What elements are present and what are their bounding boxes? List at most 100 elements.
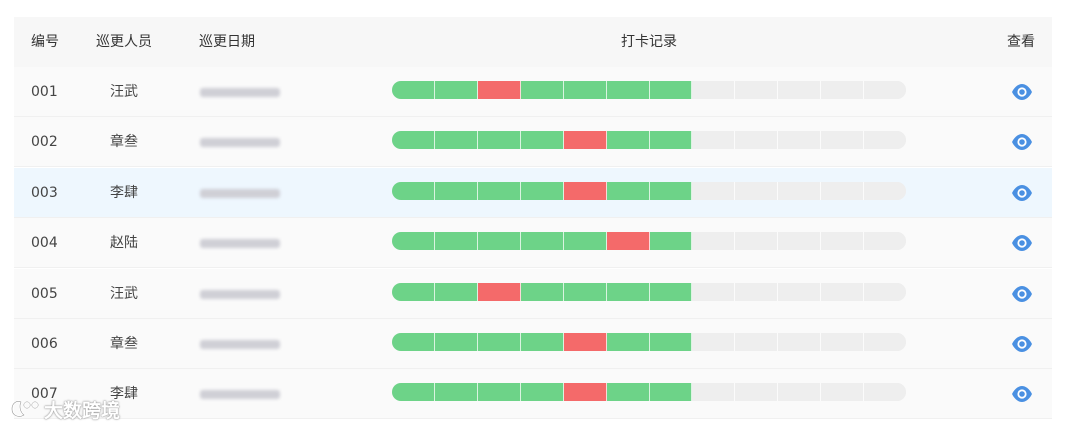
checkin-pending-segment [864,333,906,351]
row-date-redacted [200,88,280,97]
watermark-text: 大数跨境 [44,399,121,422]
checkin-ok-segment [520,282,564,301]
eye-icon[interactable] [1010,182,1034,204]
checkin-pending-segment [778,282,822,301]
checkin-missed-segment [477,282,521,301]
table-row[interactable]: 003 李肆 [14,167,1052,218]
checkin-record-bar [392,383,906,402]
checkin-ok-segment [649,181,693,200]
checkin-pending-segment [735,333,779,351]
row-no: 001 [31,84,58,100]
checkin-pending-segment [864,81,906,99]
row-staff: 章叁 [110,134,138,151]
checkin-ok-segment [520,232,564,251]
checkin-ok-segment [520,383,564,402]
checkin-pending-segment [692,232,736,251]
row-staff: 李肆 [110,184,138,201]
checkin-pending-segment [778,131,822,150]
eye-icon[interactable] [1010,232,1034,254]
table-row[interactable]: 005 汪武 [14,268,1052,319]
checkin-pending-segment [692,383,736,402]
row-date-redacted [200,340,280,349]
header-date: 巡更日期 [199,34,255,50]
checkin-ok-segment [434,333,478,351]
table-row[interactable]: 002 章叁 [14,117,1052,168]
checkin-pending-segment [692,282,736,301]
checkin-ok-segment [434,131,478,150]
checkin-pending-segment [692,131,736,150]
table-row[interactable]: 001 汪武 [14,67,1052,117]
checkin-ok-segment [606,181,650,200]
checkin-missed-segment [606,232,650,251]
checkin-ok-segment [606,383,650,402]
row-staff: 汪武 [110,285,138,302]
checkin-ok-segment [649,333,693,351]
checkin-ok-segment [392,282,435,301]
row-no: 007 [31,386,58,403]
checkin-record-bar [392,282,906,301]
table-row[interactable]: 004 赵陆 [14,218,1052,269]
checkin-pending-segment [735,181,779,200]
checkin-ok-segment [434,383,478,402]
checkin-ok-segment [434,282,478,301]
checkin-pending-segment [735,282,779,301]
checkin-ok-segment [649,383,693,402]
row-date-redacted [200,239,280,249]
checkin-ok-segment [392,232,435,251]
checkin-pending-segment [735,383,779,402]
table-header: 编号 巡更人员 巡更日期 打卡记录 查看 [14,17,1052,67]
row-date-redacted [200,289,280,299]
checkin-pending-segment [735,232,779,251]
checkin-record-bar [392,131,906,150]
checkin-record-bar [392,181,906,200]
eye-icon[interactable] [1010,81,1034,103]
checkin-ok-segment [392,333,435,351]
checkin-pending-segment [821,333,865,351]
table-row[interactable]: 006 章叁 [14,319,1052,369]
row-staff: 汪武 [110,84,138,100]
checkin-ok-segment [477,232,521,251]
checkin-ok-segment [477,333,521,351]
checkin-ok-segment [392,81,435,99]
checkin-ok-segment [606,81,650,99]
row-date-redacted [200,390,280,400]
eye-icon[interactable] [1010,283,1034,305]
checkin-ok-segment [649,81,693,99]
checkin-ok-segment [563,282,607,301]
checkin-ok-segment [520,181,564,200]
eye-icon[interactable] [1010,131,1034,153]
eye-icon[interactable] [1010,383,1034,405]
checkin-record-bar [392,232,906,251]
checkin-ok-segment [477,181,521,200]
checkin-pending-segment [778,383,822,402]
checkin-ok-segment [434,181,478,200]
checkin-pending-segment [821,131,865,150]
checkin-missed-segment [563,181,607,200]
checkin-pending-segment [864,383,906,402]
header-no: 编号 [31,34,59,50]
checkin-ok-segment [392,131,435,150]
checkin-pending-segment [735,81,779,99]
row-no: 005 [31,285,58,302]
checkin-pending-segment [692,81,736,99]
checkin-ok-segment [563,81,607,99]
patrol-table: 编号 巡更人员 巡更日期 打卡记录 查看 001 汪武 002 章叁 003 李肆 004 赵… [14,17,1052,429]
row-no: 002 [31,134,58,151]
checkin-ok-segment [649,232,693,251]
eye-icon[interactable] [1010,333,1034,355]
checkin-ok-segment [477,383,521,402]
checkin-ok-segment [434,81,478,99]
table-row[interactable]: 007 李肆 [14,369,1052,420]
checkin-record-bar [392,81,906,99]
checkin-ok-segment [392,383,435,402]
checkin-missed-segment [563,383,607,402]
checkin-ok-segment [520,81,564,99]
row-no: 004 [31,235,58,252]
checkin-pending-segment [778,232,822,251]
checkin-missed-segment [477,81,521,99]
checkin-pending-segment [864,181,906,200]
checkin-pending-segment [778,333,822,351]
checkin-ok-segment [434,232,478,251]
checkin-pending-segment [821,282,865,301]
checkin-ok-segment [392,181,435,200]
